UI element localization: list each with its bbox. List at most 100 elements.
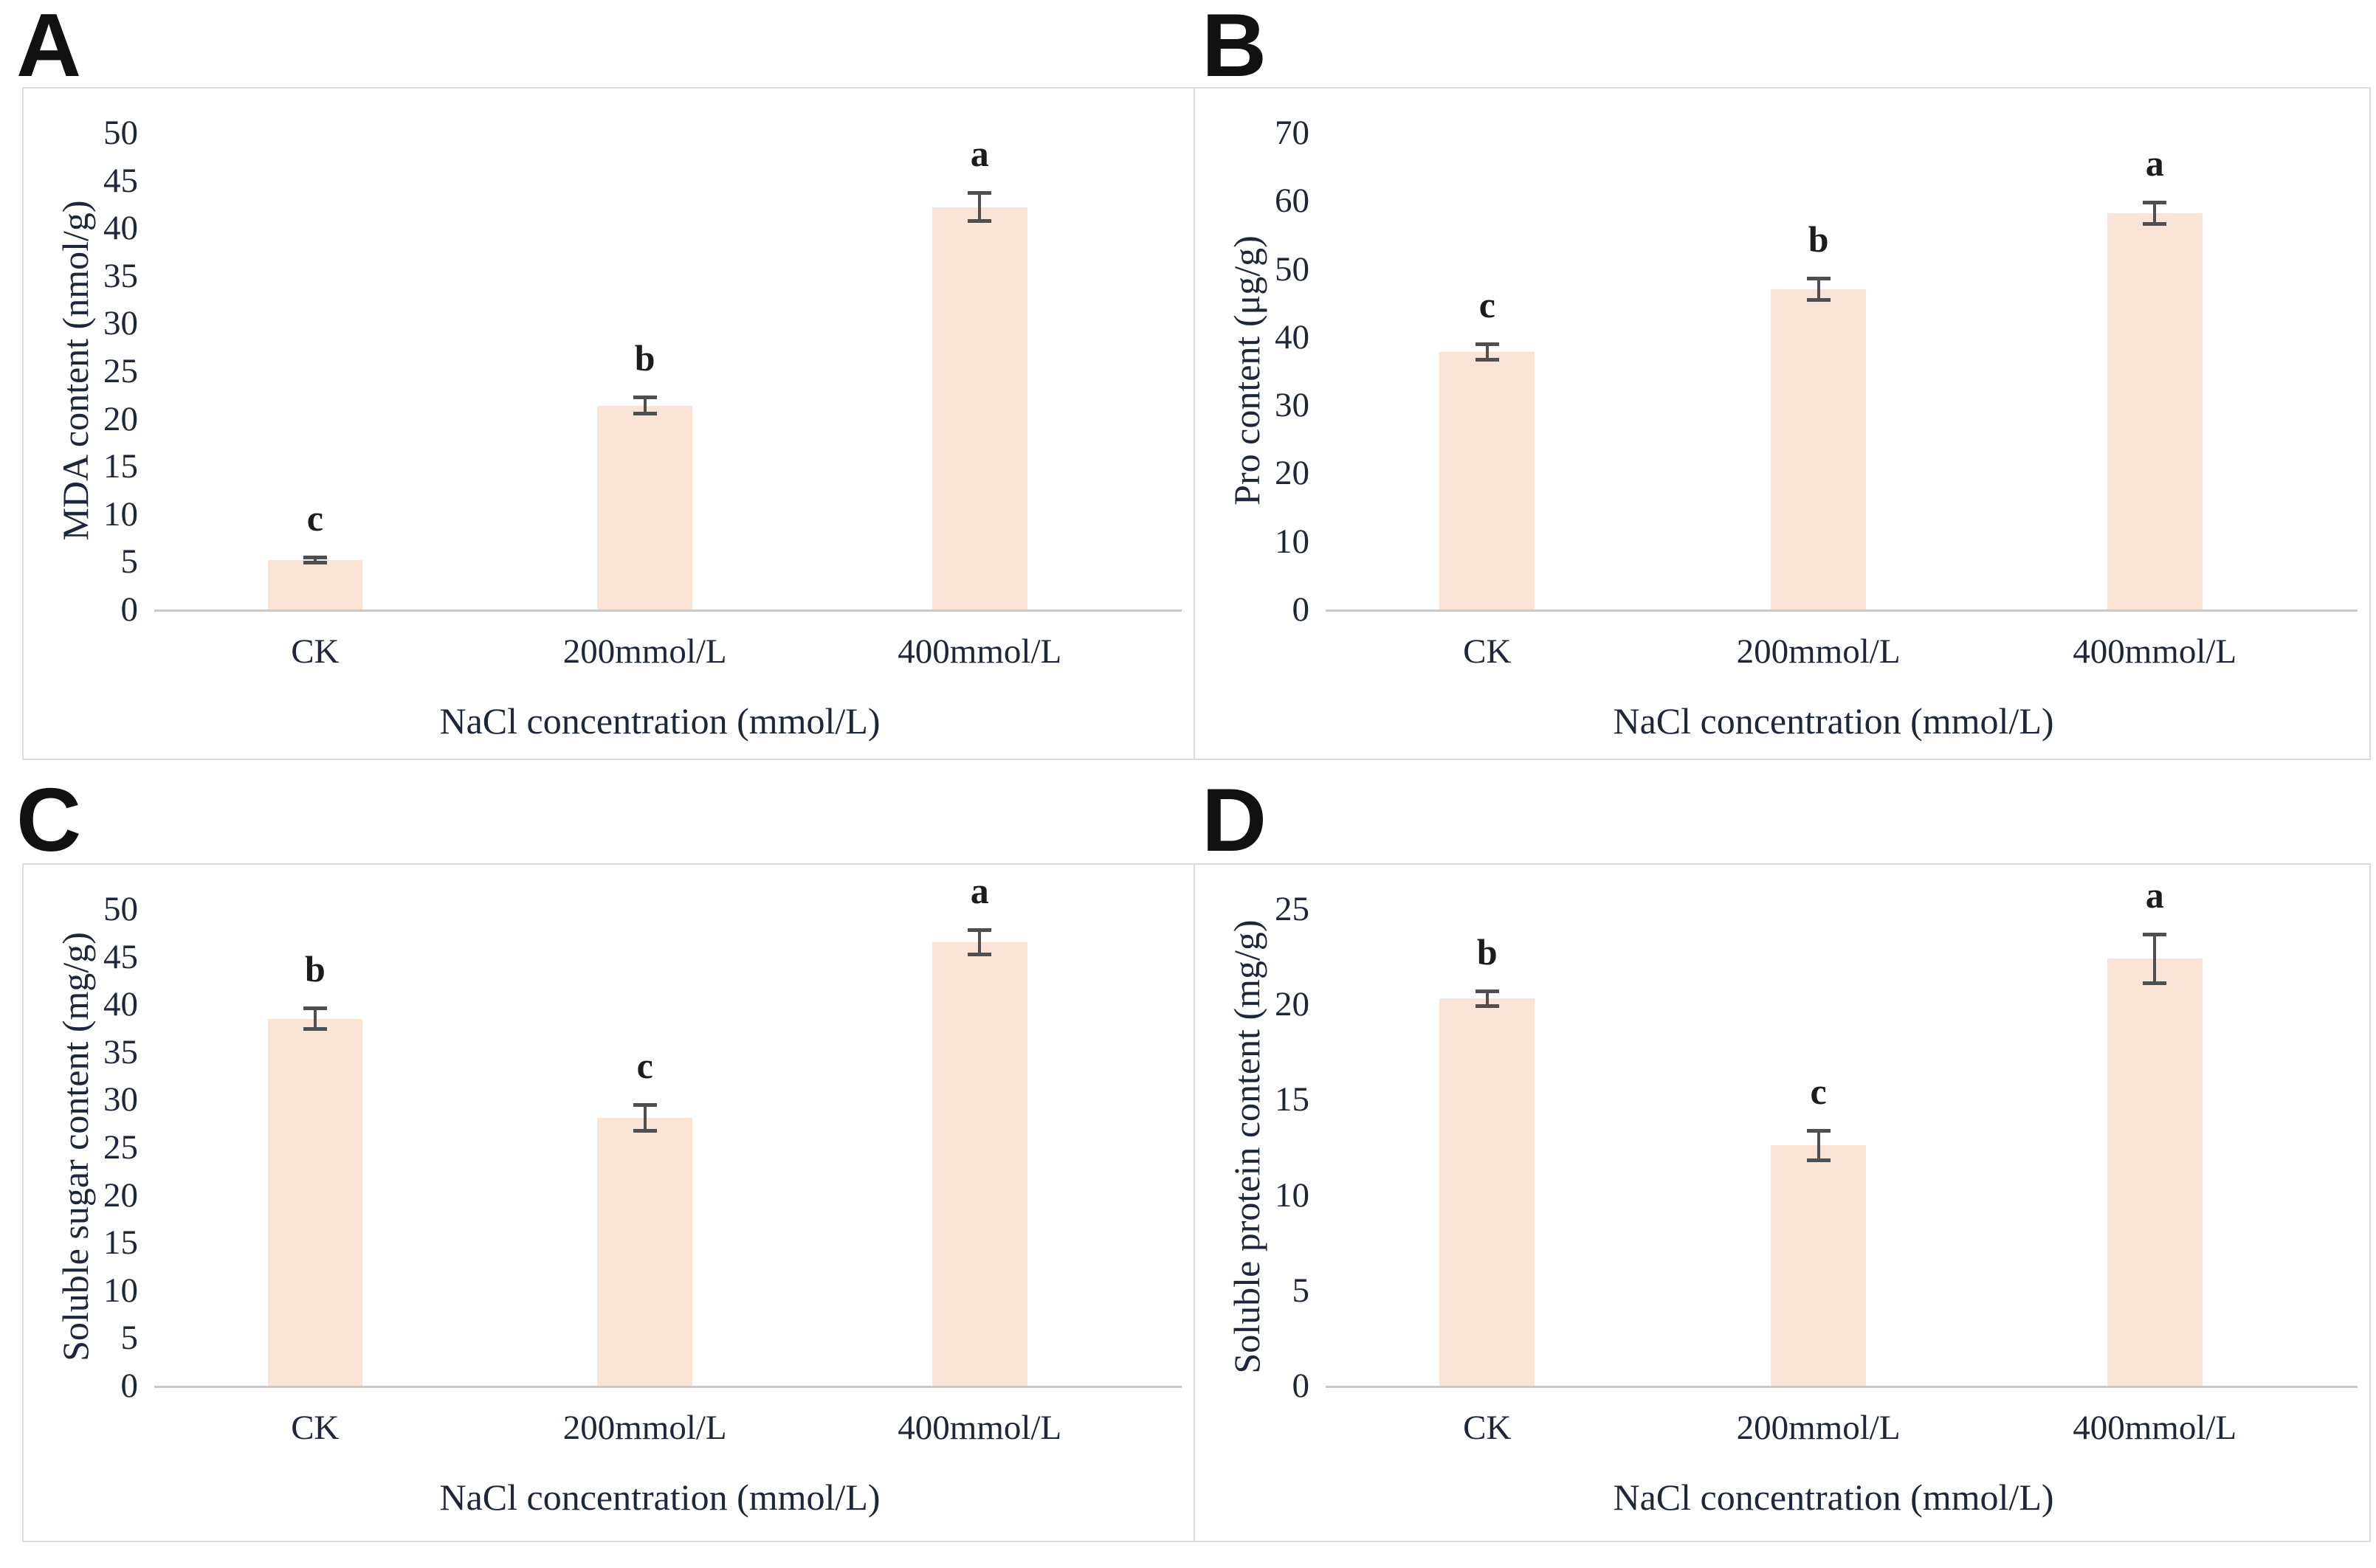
- x-tick-label: CK: [1463, 1409, 1512, 1447]
- y-tick-label: 5: [1292, 1271, 1310, 1310]
- y-tick-label: 50: [1275, 249, 1309, 289]
- significance-letter: c: [1810, 1070, 1827, 1112]
- error-bar-cap-bottom: [1475, 1004, 1499, 1008]
- y-tick-label: 0: [120, 1367, 139, 1405]
- y-tick-label: 0: [1292, 590, 1310, 629]
- significance-letter: a: [970, 870, 989, 912]
- bar-400mmol/l: [2107, 959, 2203, 1386]
- bar-ck: [267, 1018, 363, 1386]
- y-tick-label: 20: [1275, 454, 1309, 493]
- error-bar: [643, 396, 647, 415]
- y-tick-label: 15: [103, 1223, 138, 1263]
- y-tick-label: 50: [103, 114, 138, 152]
- error-bar: [1485, 344, 1489, 361]
- error-bar: [643, 1104, 647, 1132]
- error-bar-cap-bottom: [303, 560, 327, 564]
- y-tick-label: 40: [1275, 317, 1309, 356]
- significance-letter: a: [2145, 874, 2164, 916]
- bar-400mmol/l: [932, 942, 1027, 1386]
- x-tick-label: 400mmol/L: [2073, 632, 2237, 671]
- y-tick-label: 15: [103, 447, 138, 486]
- y-tick-label: 25: [103, 1128, 138, 1167]
- y-tick-label: 35: [103, 1032, 138, 1071]
- y-tick-label: 10: [103, 494, 138, 533]
- y-tick-label: 5: [120, 542, 139, 581]
- error-bar-cap-bottom: [303, 1026, 327, 1031]
- y-tick-label: 25: [103, 352, 138, 390]
- error-bar-cap-top: [968, 191, 992, 196]
- y-tick-label: 20: [103, 1175, 138, 1215]
- x-tick-label: CK: [1463, 632, 1512, 671]
- x-axis-title: NaCl concentration (mmol/L): [1613, 700, 2054, 742]
- bar-200mmol/l: [597, 1117, 692, 1386]
- y-tick-label: 0: [1292, 1367, 1310, 1405]
- x-axis-title: NaCl concentration (mmol/L): [439, 700, 881, 742]
- error-bar-cap-bottom: [633, 412, 657, 416]
- x-tick-label: 400mmol/L: [898, 632, 1062, 671]
- bar-400mmol/l: [2107, 213, 2203, 609]
- x-axis-line: [1326, 609, 2358, 612]
- error-bar-cap-top: [1475, 990, 1499, 994]
- y-tick-label: 25: [1275, 890, 1309, 928]
- x-tick-label: 200mmol/L: [1736, 1409, 1901, 1447]
- error-bar: [2153, 202, 2157, 224]
- y-tick-label: 30: [103, 1080, 138, 1119]
- error-bar: [978, 930, 982, 955]
- panel-letter-d: D: [1202, 770, 1267, 870]
- y-tick-label: 15: [1275, 1080, 1309, 1119]
- error-bar-cap-top: [303, 555, 327, 559]
- significance-letter: b: [304, 948, 326, 990]
- y-tick-label: 50: [103, 890, 138, 928]
- error-bar: [978, 193, 982, 222]
- error-bar-cap-top: [633, 395, 657, 399]
- bar-200mmol/l: [1771, 289, 1867, 609]
- x-tick-label: 200mmol/L: [562, 632, 727, 671]
- y-tick-label: 20: [1275, 985, 1309, 1024]
- error-bar-cap-top: [633, 1102, 657, 1107]
- error-bar: [313, 1008, 317, 1029]
- y-tick-label: 10: [103, 1271, 138, 1310]
- error-bar: [313, 556, 317, 563]
- y-tick-label: 10: [1275, 1175, 1309, 1215]
- y-tick-label: 45: [103, 937, 138, 976]
- error-bar: [2153, 933, 2157, 984]
- panel-box-d: Soluble protein content (mg/g) 0 5 10 15 20 25…: [1194, 863, 2371, 1542]
- significance-letter: b: [1808, 218, 1829, 260]
- bar-ck: [267, 559, 363, 609]
- x-axis-title: NaCl concentration (mmol/L): [1613, 1477, 2054, 1518]
- y-tick-label: 70: [1275, 114, 1309, 152]
- error-bar-cap-top: [2143, 201, 2167, 205]
- panel-letter-a: A: [16, 0, 82, 95]
- error-bar: [1485, 991, 1489, 1006]
- error-bar-cap-bottom: [1806, 298, 1831, 303]
- x-axis-title: NaCl concentration (mmol/L): [439, 1477, 881, 1518]
- y-tick-label: 60: [1275, 182, 1309, 221]
- error-bar-cap-top: [2143, 932, 2167, 936]
- error-bar-cap-top: [303, 1006, 327, 1011]
- y-tick-label: 45: [103, 161, 138, 200]
- x-axis-line: [1326, 1386, 2358, 1388]
- significance-letter: c: [1478, 284, 1495, 326]
- y-tick-label: 20: [103, 399, 138, 438]
- bar-200mmol/l: [597, 405, 692, 609]
- x-axis-line: [154, 609, 1182, 612]
- error-bar-cap-top: [1806, 277, 1831, 281]
- significance-letter: c: [636, 1044, 653, 1086]
- panel-letter-b: B: [1202, 0, 1267, 95]
- x-tick-label: CK: [291, 632, 340, 671]
- error-bar-cap-bottom: [2143, 221, 2167, 226]
- error-bar-cap-bottom: [1475, 358, 1499, 362]
- x-tick-label: 400mmol/L: [2073, 1409, 2237, 1447]
- bar-ck: [1439, 998, 1535, 1386]
- error-bar-cap-bottom: [968, 953, 992, 957]
- significance-letter: b: [1476, 931, 1498, 973]
- significance-letter: a: [970, 133, 989, 175]
- y-tick-label: 30: [103, 304, 138, 343]
- bar-400mmol/l: [932, 207, 1027, 609]
- x-tick-label: 200mmol/L: [1736, 632, 1901, 671]
- y-tick-label: 5: [120, 1319, 139, 1358]
- bar-200mmol/l: [1771, 1145, 1867, 1386]
- panel-box-c: Soluble sugar content (mg/g) 0 5 10 15 20 25 30…: [22, 863, 1195, 1542]
- y-tick-label: 0: [120, 590, 139, 629]
